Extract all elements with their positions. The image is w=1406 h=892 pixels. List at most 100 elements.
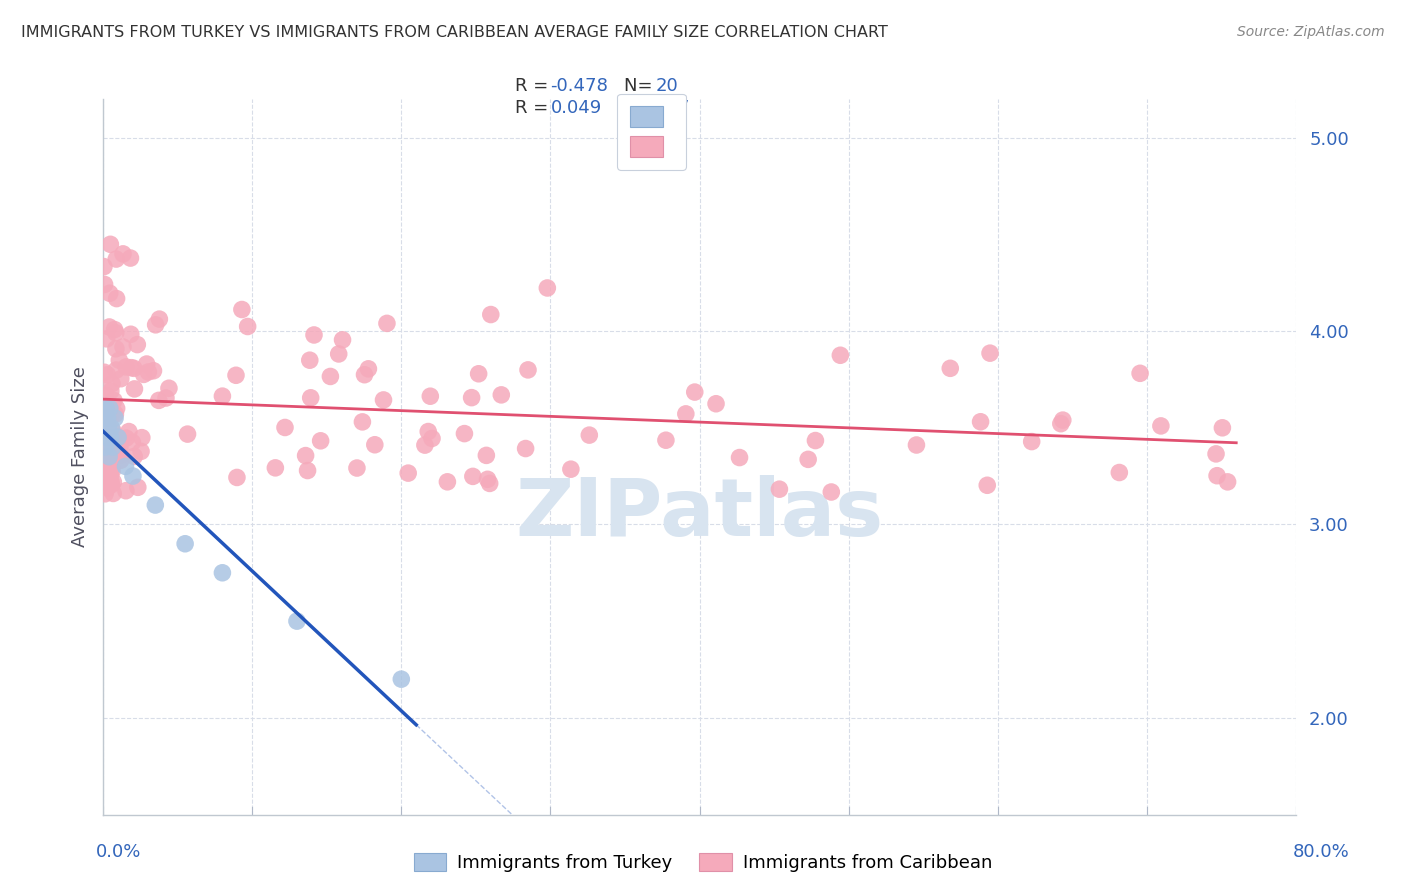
Point — [460, 391, 482, 405]
Point — [96, 430, 118, 444]
Point — [98, 467, 121, 481]
Text: ZIPatlas: ZIPatlas — [516, 475, 883, 553]
Point — [118, 425, 141, 439]
Point — [1050, 417, 1073, 431]
Point — [93, 459, 115, 474]
Point — [96, 421, 118, 435]
Point — [309, 434, 332, 448]
Text: N=: N= — [624, 78, 658, 95]
Point — [174, 537, 197, 551]
Point — [1205, 447, 1227, 461]
Point — [124, 382, 146, 396]
Point — [111, 247, 134, 261]
Point — [104, 326, 127, 340]
Point — [332, 333, 354, 347]
Point — [100, 420, 122, 434]
Point — [100, 475, 122, 489]
Point — [1150, 418, 1173, 433]
Point — [94, 389, 117, 403]
Point — [122, 469, 145, 483]
Point — [135, 357, 157, 371]
Text: Source: ZipAtlas.com: Source: ZipAtlas.com — [1237, 25, 1385, 39]
Point — [96, 406, 118, 420]
Point — [299, 391, 322, 405]
Text: -0.478: -0.478 — [550, 78, 609, 95]
Point — [127, 480, 149, 494]
Point — [804, 434, 827, 448]
Text: 0.049: 0.049 — [550, 99, 602, 117]
Point — [101, 440, 124, 454]
Point — [357, 361, 380, 376]
Point — [536, 281, 558, 295]
Point — [108, 353, 131, 368]
Point — [96, 423, 118, 437]
Point — [413, 438, 436, 452]
Point — [132, 368, 155, 382]
Point — [98, 320, 121, 334]
Point — [98, 401, 121, 416]
Point — [115, 359, 138, 374]
Point — [93, 277, 115, 292]
Point — [453, 426, 475, 441]
Point — [96, 481, 118, 495]
Point — [104, 411, 127, 425]
Point — [211, 566, 233, 580]
Point — [418, 425, 440, 439]
Point — [728, 450, 751, 465]
Text: R =: R = — [515, 78, 554, 95]
Text: R =: R = — [515, 99, 560, 117]
Text: N=: N= — [624, 99, 658, 117]
Point — [110, 453, 132, 467]
Point — [396, 466, 419, 480]
Point — [969, 415, 991, 429]
Point — [768, 482, 790, 496]
Point — [93, 446, 115, 460]
Point — [655, 434, 678, 448]
Point — [467, 367, 489, 381]
Point — [145, 318, 167, 332]
Point — [93, 260, 115, 274]
Point — [683, 385, 706, 400]
Point — [979, 346, 1001, 360]
Point — [389, 672, 412, 686]
Point — [94, 401, 117, 416]
Point — [373, 392, 395, 407]
Point — [1206, 468, 1229, 483]
Point — [211, 389, 233, 403]
Point — [157, 381, 180, 395]
Point — [101, 464, 124, 478]
Point — [100, 459, 122, 474]
Point — [120, 327, 142, 342]
Point — [114, 459, 136, 474]
Point — [294, 449, 316, 463]
Point — [103, 393, 125, 408]
Point — [93, 365, 115, 379]
Point — [328, 347, 350, 361]
Point — [105, 363, 128, 377]
Point — [97, 411, 120, 425]
Point — [100, 430, 122, 444]
Point — [96, 332, 118, 346]
Point — [797, 452, 820, 467]
Point — [478, 476, 501, 491]
Point — [353, 368, 375, 382]
Point — [302, 328, 325, 343]
Point — [578, 428, 600, 442]
Point — [491, 388, 513, 402]
Legend: Immigrants from Turkey, Immigrants from Caribbean: Immigrants from Turkey, Immigrants from … — [405, 844, 1001, 881]
Point — [129, 444, 152, 458]
Text: 0.0%: 0.0% — [96, 843, 141, 861]
Point — [1129, 367, 1152, 381]
Point — [231, 302, 253, 317]
Point — [148, 393, 170, 408]
Point — [905, 438, 928, 452]
Point — [100, 477, 122, 491]
Point — [560, 462, 582, 476]
Point — [94, 487, 117, 501]
Point — [122, 361, 145, 376]
Point — [104, 449, 127, 463]
Point — [96, 412, 118, 426]
Point — [477, 472, 499, 486]
Point — [1108, 466, 1130, 480]
Point — [93, 411, 115, 425]
